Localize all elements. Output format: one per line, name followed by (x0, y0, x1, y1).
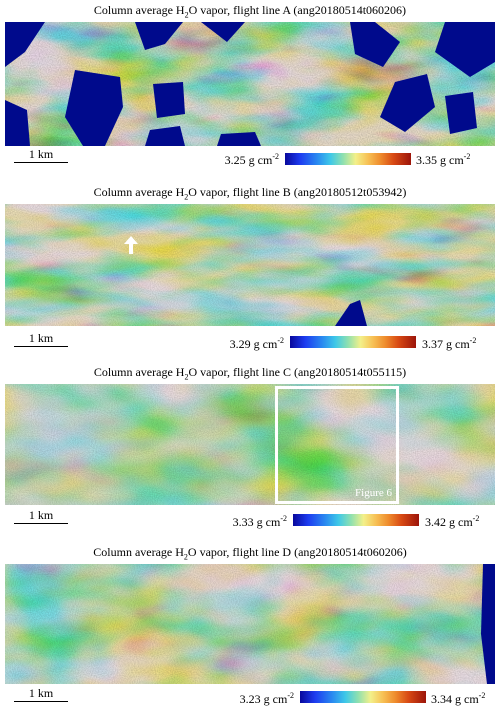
colorbar-min-label: 3.33 g cm-2 (232, 514, 287, 529)
panel-title: Column average H2O vapor, flight line D … (93, 545, 407, 562)
colorbar (285, 153, 411, 165)
colorbar (290, 336, 416, 348)
water-vapor-map (5, 204, 495, 326)
scale-line (14, 162, 68, 163)
panel-title: Column average H2O vapor, flight line C … (93, 365, 407, 382)
title-subscript: 2 (184, 10, 189, 20)
scale-bar: 1 km (14, 147, 68, 163)
scale-label: 1 km (28, 147, 54, 161)
masked-regions (481, 564, 495, 684)
masked-regions (5, 22, 495, 146)
scale-bar: 1 km (14, 332, 68, 347)
inset-label: Figure 6 (355, 487, 392, 499)
water-vapor-map: Figure 6 (5, 384, 495, 505)
water-vapor-map (5, 564, 495, 684)
scale-bar: 1 km (14, 687, 68, 702)
title-text-rest: O vapor, flight line A (ang20180514t0602… (188, 3, 407, 17)
up-arrow-icon (124, 236, 138, 254)
colorbar (300, 691, 426, 703)
title-text: Column average H (93, 3, 185, 17)
water-vapor-map (5, 22, 495, 146)
colorbar-max-label: 3.34 g cm-2 (431, 691, 486, 706)
colorbar-min-label: 3.23 g cm-2 (239, 691, 294, 706)
panel-title: Column average H2O vapor, flight line A … (0, 3, 500, 22)
figure-6-inset-frame: Figure 6 (275, 386, 399, 504)
colorbar-min-label: 3.29 g cm-2 (229, 336, 284, 351)
masked-regions (335, 300, 367, 326)
scale-bar: 1 km (14, 509, 68, 524)
colorbar-max-label: 3.42 g cm-2 (425, 514, 480, 529)
colorbar-min-label: 3.25 g cm-2 (224, 152, 279, 167)
colorbar-max-label: 3.35 g cm-2 (416, 152, 471, 167)
panel-title: Column average H2O vapor, flight line B … (93, 185, 407, 202)
colorbar (293, 514, 419, 526)
colorbar-max-label: 3.37 g cm-2 (422, 336, 477, 351)
